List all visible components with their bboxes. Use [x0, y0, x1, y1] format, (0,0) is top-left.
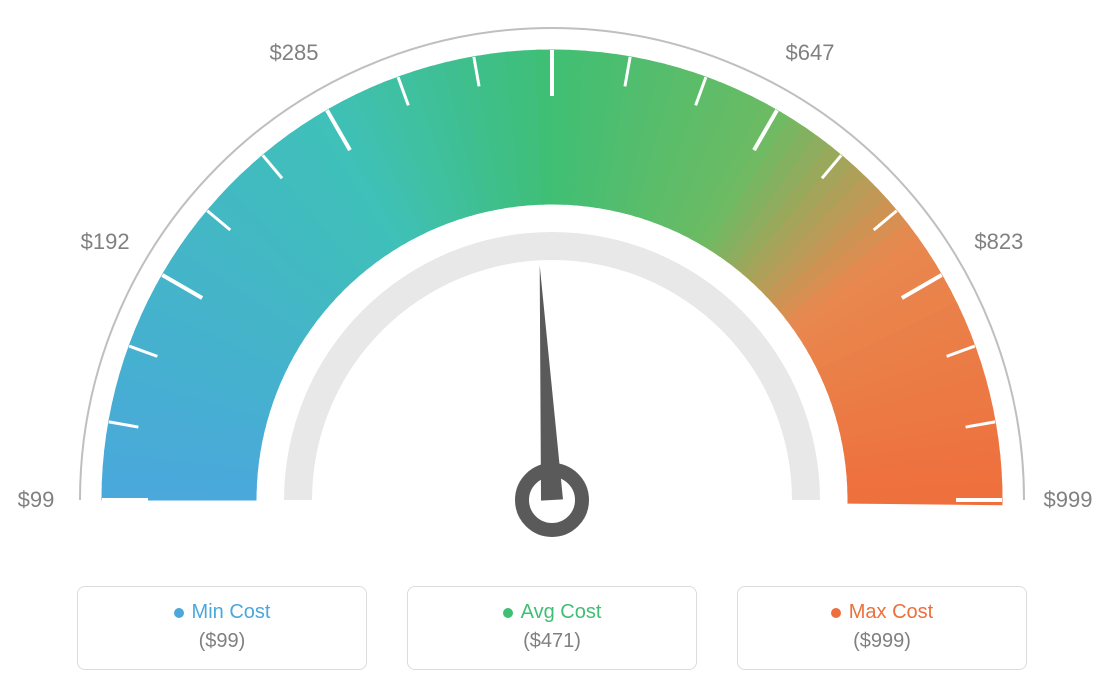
legend-label-avg: Avg Cost [521, 601, 602, 624]
gauge-tick-label: $99 [18, 487, 55, 513]
legend-card-min: Min Cost ($99) [77, 586, 367, 670]
legend-dot-avg [503, 608, 513, 618]
gauge-tick-label: $192 [81, 229, 130, 255]
legend-card-avg: Avg Cost ($471) [407, 586, 697, 670]
gauge-tick-label: $285 [270, 40, 319, 66]
legend-label-min: Min Cost [192, 601, 271, 624]
legend-value-avg: ($471) [418, 630, 686, 653]
legend-label-max: Max Cost [849, 601, 933, 624]
gauge-area: $99$192$285$471$647$823$999 [0, 0, 1104, 560]
legend-value-max: ($999) [748, 630, 1016, 653]
gauge-tick-label: $823 [974, 229, 1023, 255]
cost-gauge-chart: $99$192$285$471$647$823$999 Min Cost ($9… [0, 0, 1104, 690]
gauge-tick-label: $647 [786, 40, 835, 66]
legend-card-max: Max Cost ($999) [737, 586, 1027, 670]
gauge-tick-label: $999 [1044, 487, 1093, 513]
legend-dot-max [831, 608, 841, 618]
legend-value-min: ($99) [88, 630, 356, 653]
legend-row: Min Cost ($99) Avg Cost ($471) Max Cost … [0, 586, 1104, 670]
gauge-svg [0, 0, 1104, 560]
legend-dot-min [174, 608, 184, 618]
